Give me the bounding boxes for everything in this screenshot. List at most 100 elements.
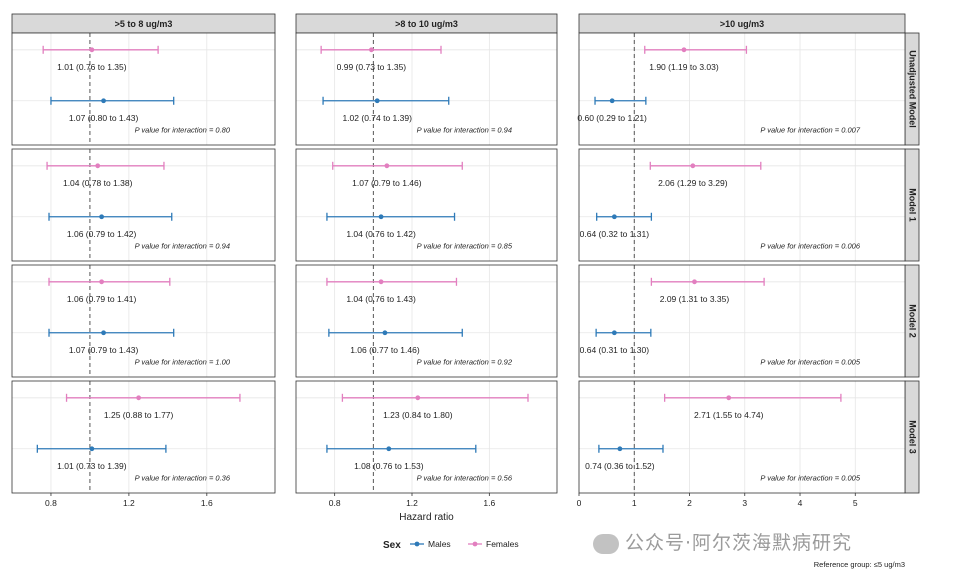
x-tick-label-0-0: 0.8 <box>45 498 57 508</box>
panel-bg-0-1 <box>296 33 557 145</box>
point-males-1-2 <box>611 214 617 220</box>
wechat-icon <box>593 533 619 554</box>
x-tick-label-1-0: 0.8 <box>329 498 341 508</box>
row-title-3: Model 3 <box>908 420 918 454</box>
panel-border-2-2 <box>578 264 906 378</box>
p-value-0-1: P value for interaction = 0.94 <box>417 126 512 135</box>
label-females-0-0: 1.01 (0.76 to 1.35) <box>57 62 127 72</box>
panel-bg-1-1 <box>296 149 557 261</box>
strip-title-2: >10 ug/m3 <box>720 19 764 29</box>
legend-title: Sex <box>383 540 401 551</box>
watermark-text: 公众号·阿尔茨海默病研究 <box>625 532 853 554</box>
point-females-3-1 <box>415 395 421 401</box>
point-females-0-2 <box>681 47 687 53</box>
panel-bg-3-2 <box>579 381 905 493</box>
point-males-0-0 <box>101 98 106 104</box>
point-females-1-2 <box>690 163 696 169</box>
label-females-1-2: 2.06 (1.29 to 3.29) <box>658 178 728 188</box>
label-males-0-2: 0.60 (0.29 to 1.21) <box>577 113 647 123</box>
point-males-0-2 <box>609 98 615 104</box>
x-tick-label-2-5: 5 <box>853 498 858 508</box>
point-females-2-2 <box>692 279 697 285</box>
point-males-2-0 <box>101 330 106 336</box>
label-females-0-2: 1.90 (1.19 to 3.03) <box>649 62 719 72</box>
label-females-2-2: 2.09 (1.31 to 3.35) <box>660 294 730 304</box>
panel-border-2-1 <box>295 264 558 378</box>
point-females-0-0 <box>89 47 95 53</box>
point-males-1-0 <box>99 214 105 220</box>
label-males-2-2: 0.64 (0.31 to 1.30) <box>580 345 650 355</box>
legend-label-1: Females <box>486 539 519 549</box>
label-males-3-2: 0.74 (0.36 to 1.52) <box>585 461 655 471</box>
legend-key-point-0 <box>414 541 420 547</box>
label-males-1-2: 0.64 (0.32 to 1.31) <box>580 229 650 239</box>
panel-bg-2-2 <box>579 265 905 377</box>
legend-label-0: Males <box>428 539 451 549</box>
label-males-1-0: 1.06 (0.79 to 1.42) <box>67 229 137 239</box>
panel-bg-0-2 <box>579 33 905 145</box>
x-axis-label: Hazard ratio <box>399 512 454 523</box>
panel-bg-3-0 <box>12 381 275 493</box>
label-females-3-2: 2.71 (1.55 to 4.74) <box>694 410 764 420</box>
label-females-1-1: 1.07 (0.79 to 1.46) <box>352 178 422 188</box>
panel-bg-0-0 <box>12 33 275 145</box>
p-value-3-0: P value for interaction = 0.36 <box>135 474 231 483</box>
p-value-0-0: P value for interaction = 0.80 <box>135 126 231 135</box>
label-males-0-0: 1.07 (0.80 to 1.43) <box>69 113 139 123</box>
strip-title-1: >8 to 10 ug/m3 <box>395 19 458 29</box>
point-males-2-2 <box>611 330 617 336</box>
p-value-2-0: P value for interaction = 1.00 <box>135 358 231 367</box>
panel-bg-2-1 <box>296 265 557 377</box>
panel-border-1-2 <box>578 148 906 262</box>
panel-border-1-0 <box>11 148 276 262</box>
label-males-2-1: 1.06 (0.77 to 1.46) <box>350 345 420 355</box>
point-males-3-0 <box>89 446 95 452</box>
label-females-2-1: 1.04 (0.76 to 1.43) <box>346 294 416 304</box>
panel-border-1-1 <box>295 148 558 262</box>
x-tick-label-2-3: 3 <box>742 498 747 508</box>
x-tick-label-0-2: 1.6 <box>201 498 213 508</box>
row-title-0: Unadjusted Model <box>908 50 918 128</box>
label-males-3-1: 1.08 (0.76 to 1.53) <box>354 461 424 471</box>
p-value-0-2: P value for interaction = 0.007 <box>760 126 860 135</box>
label-males-3-0: 1.01 (0.73 to 1.39) <box>57 461 127 471</box>
panel-bg-2-0 <box>12 265 275 377</box>
label-males-0-1: 1.02 (0.74 to 1.39) <box>342 113 412 123</box>
label-females-2-0: 1.06 (0.79 to 1.41) <box>67 294 137 304</box>
point-females-0-1 <box>369 47 374 53</box>
point-males-1-1 <box>378 214 384 220</box>
panel-border-0-1 <box>295 32 558 146</box>
label-females-3-1: 1.23 (0.84 to 1.80) <box>383 410 453 420</box>
p-value-1-1: P value for interaction = 0.85 <box>417 242 513 251</box>
p-value-3-1: P value for interaction = 0.56 <box>417 474 513 483</box>
x-tick-label-0-1: 1.2 <box>123 498 135 508</box>
point-females-3-2 <box>726 395 732 401</box>
x-tick-label-2-1: 1 <box>632 498 637 508</box>
panel-bg-1-2 <box>579 149 905 261</box>
panel-border-3-1 <box>295 380 558 494</box>
panel-border-0-2 <box>578 32 906 146</box>
panel-bg-1-0 <box>12 149 275 261</box>
p-value-3-2: P value for interaction = 0.005 <box>760 474 860 483</box>
strip-title-0: >5 to 8 ug/m3 <box>115 19 173 29</box>
p-value-2-2: P value for interaction = 0.005 <box>760 358 860 367</box>
row-title-1: Model 1 <box>908 188 918 222</box>
point-females-1-0 <box>95 163 101 169</box>
label-females-1-0: 1.04 (0.78 to 1.38) <box>63 178 133 188</box>
panel-border-0-0 <box>11 32 276 146</box>
panel-border-2-0 <box>11 264 276 378</box>
x-tick-label-2-4: 4 <box>798 498 803 508</box>
point-males-3-2 <box>617 446 623 452</box>
row-title-2: Model 2 <box>908 304 918 338</box>
footnote: Reference group: ≤5 ug/m3 <box>814 560 905 569</box>
panel-bg-3-1 <box>296 381 557 493</box>
panel-border-3-0 <box>11 380 276 494</box>
point-females-3-0 <box>136 395 142 401</box>
label-males-1-1: 1.04 (0.76 to 1.42) <box>346 229 416 239</box>
p-value-1-0: P value for interaction = 0.94 <box>135 242 230 251</box>
p-value-2-1: P value for interaction = 0.92 <box>417 358 513 367</box>
label-females-3-0: 1.25 (0.88 to 1.77) <box>104 410 174 420</box>
point-females-2-0 <box>99 279 105 285</box>
point-males-0-1 <box>374 98 380 104</box>
